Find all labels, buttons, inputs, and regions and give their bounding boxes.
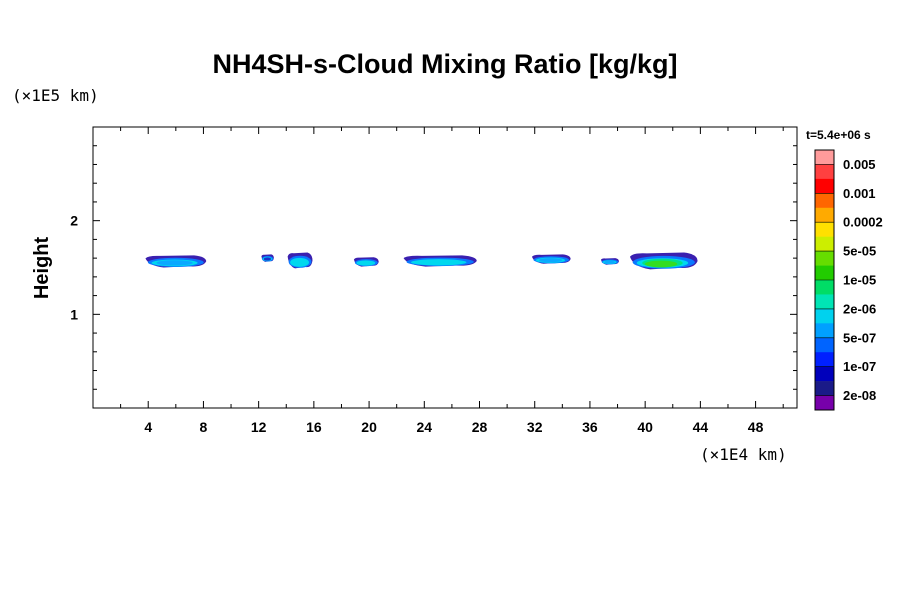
colorbar-swatch — [815, 337, 834, 353]
x-tick-label: 8 — [200, 419, 208, 435]
colorbar-swatch — [815, 395, 834, 411]
colorbar-label: 5e-07 — [843, 330, 876, 345]
colorbar-swatch — [815, 222, 834, 237]
cloud-layer — [410, 259, 467, 266]
cloud-core — [263, 257, 272, 261]
cloud-layer — [356, 260, 376, 266]
colorbar-label: 0.001 — [843, 186, 876, 201]
colorbar-swatch — [815, 280, 834, 295]
plot-frame — [92, 126, 798, 409]
y-axis-unit: (×1E5 km) — [12, 86, 99, 105]
y-axis-label: Height — [31, 237, 53, 300]
cloud-patch — [353, 257, 379, 267]
colorbar-swatch — [815, 193, 834, 209]
x-tick-label: 4 — [144, 419, 152, 435]
colorbar: 0.005 0.001 0.0002 5e-05 1e-05 2e-06 5e-07 1e-0… — [814, 149, 883, 411]
cloud-patch — [261, 254, 274, 262]
cloud-core — [538, 258, 563, 263]
cloud-patch — [145, 255, 207, 268]
colorbar-swatch — [815, 164, 834, 180]
cloud-patch — [287, 252, 313, 269]
x-tick-label: 24 — [417, 419, 433, 435]
x-axis-unit: (×1E4 km) — [700, 445, 787, 464]
x-tick-label: 48 — [748, 419, 764, 435]
cloud-patch — [403, 255, 477, 267]
x-tick-label: 40 — [637, 419, 653, 435]
colorbar-swatch — [815, 352, 834, 367]
colorbar-label: 1e-05 — [843, 273, 876, 288]
chart-title: NH4SH-s-Cloud Mixing Ratio [kg/kg] — [213, 49, 678, 79]
cloud-patch — [629, 252, 698, 270]
colorbar-swatch — [815, 381, 834, 396]
colorbar-label: 0.005 — [843, 157, 876, 172]
cloud-core — [156, 260, 193, 266]
cloud-patch — [600, 258, 619, 265]
x-tick-label: 36 — [582, 419, 598, 435]
cloud-layer — [290, 257, 310, 267]
cloud-core — [604, 260, 615, 264]
x-tick-label: 44 — [693, 419, 709, 435]
x-tick-label: 12 — [251, 419, 267, 435]
colorbar-swatch — [815, 265, 834, 281]
colorbar-swatch — [815, 207, 834, 223]
y-tick-label: 1 — [70, 306, 78, 322]
y-tick-label: 2 — [70, 213, 78, 229]
colorbar-label: 5e-05 — [843, 244, 876, 259]
colorbar-swatch — [815, 323, 834, 339]
colorbar-swatch — [815, 150, 834, 165]
colorbar-label: 0.0002 — [843, 215, 883, 230]
cloud-patch — [531, 254, 571, 264]
x-tick-label: 32 — [527, 419, 543, 435]
x-tick-label: 28 — [472, 419, 488, 435]
cloud-patches — [145, 252, 698, 270]
time-label: t=5.4e+06 s — [806, 128, 871, 142]
colorbar-swatch — [815, 251, 834, 266]
x-tick-label: 20 — [361, 419, 377, 435]
cloud-core — [644, 260, 678, 268]
colorbar-swatch — [815, 294, 834, 310]
colorbar-swatch — [815, 366, 834, 382]
colorbar-swatch — [815, 308, 834, 324]
x-tick-label: 16 — [306, 419, 322, 435]
colorbar-label: 1e-07 — [843, 359, 876, 374]
colorbar-label: 2e-06 — [843, 301, 876, 316]
colorbar-label: 2e-08 — [843, 388, 876, 403]
colorbar-swatch — [815, 178, 834, 194]
colorbar-swatch — [815, 236, 834, 252]
